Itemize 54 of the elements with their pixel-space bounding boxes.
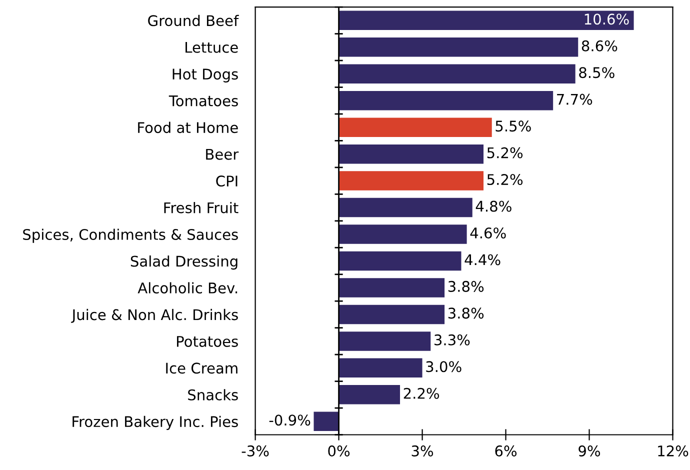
- data-label: 3.8%: [448, 308, 484, 319]
- data-label: 7.7%: [557, 94, 592, 105]
- bar: [314, 412, 339, 432]
- data-label: 8.6%: [582, 40, 618, 52]
- data-label: 3.3%: [434, 334, 470, 346]
- y-tick-label: Juice & Non Alc. Drinks: [71, 308, 238, 323]
- y-tick-label: Food at Home: [138, 122, 238, 134]
- data-label: -0.9%: [269, 414, 310, 426]
- bar: [338, 90, 554, 110]
- data-label: 5.2%: [487, 174, 523, 186]
- y-tick-label: Lettuce: [186, 42, 238, 53]
- data-label: 4.8%: [476, 200, 512, 212]
- y-tick-label: Alcoholic Bev.: [138, 282, 238, 294]
- y-tick-label: Ground Beef: [148, 14, 239, 26]
- y-tick-label: Ice Cream: [166, 362, 238, 374]
- data-label: 10.6%: [584, 14, 629, 25]
- x-tick-label: 12%: [658, 445, 688, 456]
- y-tick-label: Potatoes: [177, 336, 238, 347]
- bar: [338, 224, 467, 244]
- y-tick-label: Tomatoes: [168, 96, 238, 106]
- data-label: 8.5%: [579, 67, 614, 78]
- y-tick-label: Beer: [206, 148, 239, 160]
- y-tick-label: Frozen Bakery Inc. Pies: [72, 416, 238, 430]
- bar: [338, 251, 462, 271]
- bar: [338, 171, 484, 190]
- bar: [338, 118, 492, 137]
- bar: [338, 385, 400, 404]
- bar: [338, 278, 445, 298]
- y-tick-label: Snacks: [188, 389, 238, 400]
- bar: [338, 304, 445, 324]
- y-tick-label: Spices, Condiments & Sauces: [23, 228, 238, 243]
- y-tick-label: Fresh Fruit: [164, 202, 238, 214]
- bar: [338, 64, 576, 84]
- bar: [338, 198, 472, 218]
- x-tick-label: 6%: [495, 445, 517, 456]
- bar: [338, 358, 422, 378]
- bar: [338, 332, 431, 351]
- bar: [338, 10, 634, 30]
- data-label: 3.8%: [448, 280, 484, 292]
- data-label: 4.6%: [470, 227, 506, 238]
- bar: [338, 38, 578, 57]
- y-tick-label: CPI: [216, 176, 238, 187]
- data-label: 5.2%: [487, 147, 523, 158]
- x-tick-label: 9%: [578, 445, 600, 456]
- data-label: 2.2%: [404, 388, 440, 399]
- data-label: 3.0%: [426, 361, 462, 372]
- y-tick-label: Hot Dogs: [172, 68, 238, 82]
- x-tick-label: 0%: [328, 445, 350, 456]
- y-tick-label: Salad Dressing: [130, 255, 238, 270]
- x-tick-label: -3%: [242, 445, 269, 456]
- data-label: 4.4%: [464, 254, 500, 266]
- x-tick-label: 3%: [412, 445, 434, 456]
- data-label: 5.5%: [496, 120, 531, 132]
- bar: [338, 144, 484, 164]
